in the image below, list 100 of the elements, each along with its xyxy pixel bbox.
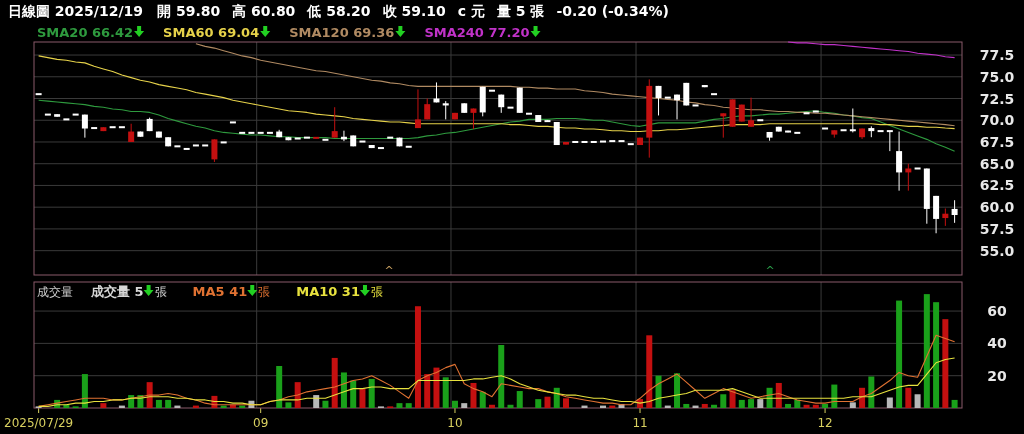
bar — [553, 387, 560, 408]
bar — [155, 399, 162, 408]
candlestick — [303, 136, 310, 139]
candlestick — [590, 140, 597, 143]
text: 量 5 張 — [495, 3, 546, 19]
bar — [646, 335, 653, 408]
text: 低 58.20 — [306, 3, 371, 19]
bar — [461, 403, 468, 408]
bar — [405, 403, 412, 408]
bar — [285, 402, 292, 408]
bar — [414, 306, 421, 408]
bar — [350, 380, 357, 408]
bar — [488, 404, 495, 408]
candlestick — [488, 89, 495, 92]
bar — [701, 403, 708, 408]
bar — [794, 399, 801, 408]
bar — [331, 357, 338, 408]
candlestick — [507, 106, 514, 109]
candlestick — [109, 126, 116, 129]
bar — [396, 403, 403, 408]
candlestick — [526, 112, 532, 115]
candlestick — [748, 97, 755, 128]
bar — [100, 403, 107, 408]
candlestick — [794, 131, 801, 134]
candlestick — [877, 130, 884, 133]
y-tick-label: 77.5 — [979, 47, 1015, 64]
candlestick — [359, 140, 366, 143]
bar — [470, 382, 477, 408]
candlestick — [211, 138, 218, 163]
legend: SMA20 66.42 SMA60 69.04 SMA120 69.36 SMA240 77.20 — [37, 25, 541, 40]
candlestick — [905, 163, 912, 192]
bar — [849, 402, 856, 408]
y-tick-label: 67.5 — [979, 133, 1015, 150]
y-tick-label: 72.5 — [979, 90, 1015, 107]
bar — [683, 403, 690, 408]
text: 高 60.80 — [232, 3, 296, 19]
bar — [442, 377, 449, 408]
bar — [498, 345, 505, 408]
line-series — [38, 334, 956, 407]
candlestick — [609, 140, 616, 143]
candlestick — [220, 141, 227, 144]
bar — [720, 394, 727, 408]
candlestick — [664, 96, 671, 99]
candlestick — [202, 144, 209, 147]
candlestick — [711, 93, 718, 96]
bar — [729, 390, 736, 408]
candlestick — [822, 127, 829, 130]
candlestick — [128, 123, 135, 143]
text: 收 59.10 — [382, 3, 446, 19]
y-tick-label: 75.0 — [979, 68, 1015, 85]
bar — [322, 400, 329, 408]
candlestick — [757, 119, 764, 122]
x-tick-label: 2025/07/29 — [4, 416, 74, 430]
bar — [479, 391, 486, 408]
bar — [424, 374, 431, 408]
annotation: ^ — [384, 264, 394, 277]
annotation: ^ — [765, 264, 775, 277]
series-label: SMA120 69.36 — [289, 25, 395, 40]
bar — [165, 399, 172, 408]
bar — [803, 404, 810, 408]
candlestick — [600, 140, 607, 143]
x-tick-label: 12 — [817, 416, 833, 430]
x-tick-label: 11 — [632, 416, 648, 430]
y-tick-label: 62.5 — [979, 177, 1015, 194]
y-tick-label: 70.0 — [979, 112, 1015, 129]
bar — [516, 391, 523, 408]
bar — [451, 400, 458, 408]
bar — [822, 403, 829, 408]
bar — [785, 403, 792, 408]
bar — [63, 404, 70, 408]
text: 開 59.80 — [157, 3, 221, 19]
candlestick — [812, 110, 819, 113]
candlestick — [405, 145, 412, 148]
candlestick — [322, 138, 329, 141]
line-series — [195, 43, 956, 127]
candlestick — [377, 147, 384, 150]
candlestick — [692, 104, 699, 107]
text: -0.20 (-0.34%) — [556, 3, 669, 19]
bar — [886, 397, 893, 408]
text: c 元 — [457, 3, 485, 19]
candlestick — [914, 167, 921, 170]
x-tick-label: 09 — [253, 416, 269, 430]
bar — [81, 374, 88, 408]
candlestick — [655, 85, 662, 116]
bar — [229, 404, 236, 408]
bar — [563, 398, 569, 408]
candlestick — [627, 143, 634, 146]
candlestick — [183, 147, 190, 150]
bar — [507, 404, 514, 408]
bar — [951, 399, 958, 408]
candlestick — [849, 108, 856, 133]
candlestick — [581, 140, 588, 143]
candlestick — [72, 113, 79, 116]
candlestick — [229, 121, 236, 124]
line-series — [38, 99, 956, 152]
y-tick-label: 57.5 — [979, 220, 1015, 237]
candlestick — [35, 93, 42, 96]
bar — [313, 395, 320, 408]
bar — [368, 378, 375, 408]
bar — [933, 302, 940, 408]
